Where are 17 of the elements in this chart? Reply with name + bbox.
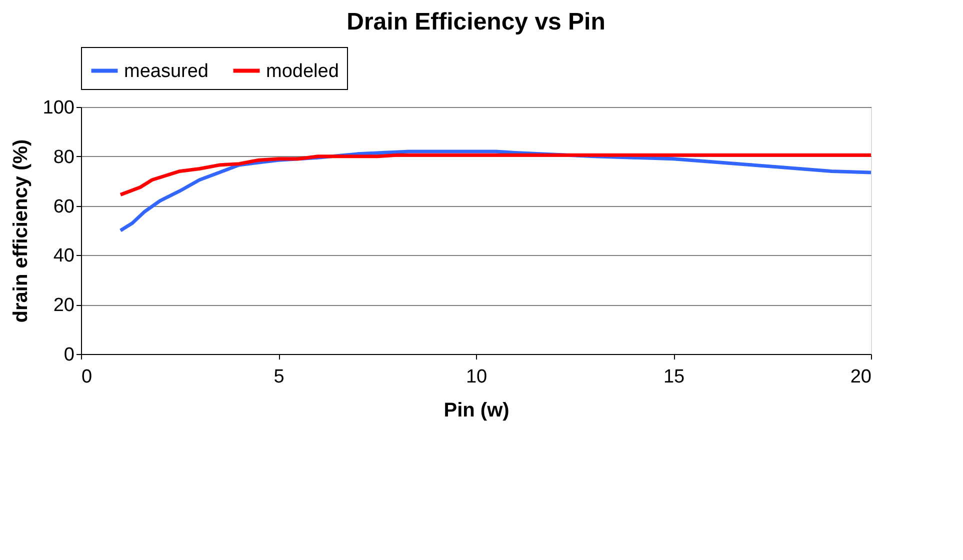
legend-label: measured bbox=[124, 60, 208, 82]
y-tick-label: 60 bbox=[53, 196, 74, 218]
y-tick-label: 0 bbox=[64, 344, 74, 366]
x-tick-label: 0 bbox=[82, 366, 92, 388]
y-tick-label: 80 bbox=[53, 146, 74, 168]
legend-label: modeled bbox=[266, 60, 339, 82]
x-tick-label: 5 bbox=[274, 366, 284, 388]
y-tick-label: 40 bbox=[53, 246, 74, 267]
x-tick-label: 10 bbox=[466, 366, 488, 388]
x-tick-label: 15 bbox=[663, 366, 685, 388]
y-tick-label: 20 bbox=[53, 295, 74, 316]
y-axis-title: drain efficiency (%) bbox=[10, 139, 32, 323]
x-tick-label: 20 bbox=[850, 366, 872, 388]
line-series bbox=[118, 153, 873, 196]
chart-title: Drain Efficiency vs Pin bbox=[346, 8, 606, 36]
y-tick-label: 100 bbox=[42, 98, 74, 118]
x-axis-title: Pin (w) bbox=[444, 400, 510, 422]
